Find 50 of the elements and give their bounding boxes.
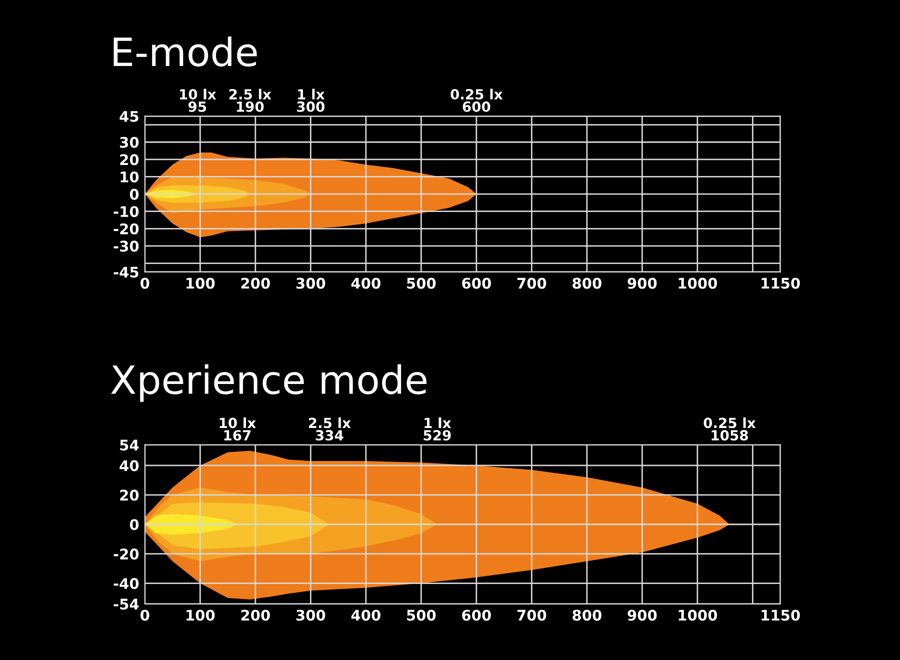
y-tick-label: 45 [120, 111, 138, 122]
text: 10 lx 167 [220, 417, 256, 441]
x-tick-label: 400 [351, 610, 380, 621]
x-tick-label: 600 [462, 278, 491, 289]
x-tick-label: 800 [572, 278, 602, 289]
y-tick-label: 20 [120, 490, 139, 501]
y-tick-label: -54 [114, 598, 139, 610]
y-tick-label: -45 [114, 266, 138, 278]
x-tick-label: 500 [407, 278, 436, 289]
y-tick-label: -20 [114, 548, 139, 560]
x-tick-label: 500 [407, 610, 436, 621]
x-tick-label: 200 [241, 610, 270, 621]
x-tick-label: 1000 [678, 278, 718, 289]
x-tick-label: 800 [572, 610, 602, 621]
text: 2.5 lx 190 [229, 88, 272, 112]
x-tick-label: 100 [186, 278, 215, 289]
y-tick-label: -10 [114, 206, 139, 218]
y-tick-label: 0 [130, 519, 139, 530]
y-tick-label: 30 [120, 136, 139, 148]
y-tick-label: -20 [114, 223, 139, 234]
y-tick-label: 0 [130, 188, 139, 200]
x-tick-label: 1000 [678, 610, 718, 621]
x-tick-label: 400 [351, 278, 380, 289]
y-tick-label: -30 [114, 240, 139, 252]
text: 0.25 lx 1058 [704, 417, 756, 441]
x-tick-label: 200 [241, 278, 270, 289]
y-tick-label: 54 [120, 440, 139, 451]
x-tick-label: 900 [628, 610, 657, 621]
y-tick-label: -40 [114, 578, 139, 590]
chart-title: E-mode [114, 36, 257, 67]
x-tick-label: 700 [517, 610, 546, 621]
y-tick-label: 10 [120, 171, 139, 182]
x-tick-label: 0 [140, 610, 150, 621]
x-tick-label: 1150 [762, 610, 800, 621]
text: 1 lx 529 [424, 417, 452, 441]
text: 10 lx 95 [180, 88, 216, 112]
x-tick-label: 700 [517, 278, 546, 289]
x-tick-label: 300 [296, 278, 326, 289]
y-tick-label: 40 [120, 460, 139, 472]
text: 1 lx 300 [297, 88, 325, 112]
x-tick-label: 900 [628, 278, 657, 289]
x-tick-label: 600 [462, 610, 491, 621]
y-tick-label: 20 [120, 154, 139, 166]
x-tick-label: 1150 [762, 278, 800, 289]
x-tick-label: 300 [296, 610, 326, 621]
text: 0.25 lx 600 [450, 88, 503, 112]
chart-title: Xperience mode [111, 364, 426, 402]
text: 2.5 lx 334 [308, 417, 351, 441]
x-tick-label: 0 [140, 278, 150, 289]
x-tick-label: 100 [186, 610, 215, 621]
